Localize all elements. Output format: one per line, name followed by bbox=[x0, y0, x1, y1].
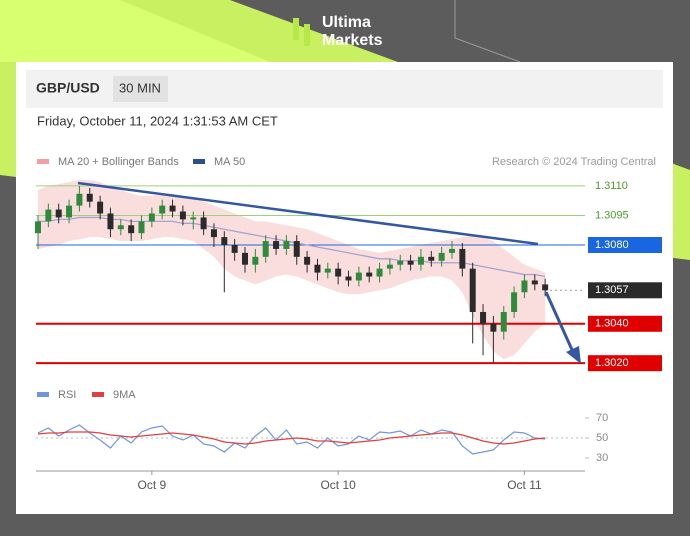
symbol: GBP/USD bbox=[36, 80, 100, 96]
candle-body bbox=[314, 264, 321, 273]
candle-body bbox=[66, 205, 73, 218]
series-line bbox=[37, 431, 546, 445]
candle-body bbox=[107, 213, 114, 230]
x-tick-label: Oct 10 bbox=[320, 478, 356, 492]
timestamp: Friday, October 11, 2024 1:31:53 AM CET bbox=[37, 113, 278, 128]
candle-body bbox=[252, 256, 259, 265]
y-tick-label: 50 bbox=[596, 432, 608, 444]
arrow-shaft bbox=[544, 291, 575, 353]
trendline bbox=[77, 181, 539, 246]
candle-body bbox=[262, 241, 269, 257]
candle-body bbox=[500, 311, 507, 332]
level-label: 1.3080 bbox=[595, 239, 629, 251]
candle-body bbox=[159, 205, 166, 214]
candle-body bbox=[438, 252, 445, 261]
candle-body bbox=[304, 256, 311, 265]
candle-body bbox=[169, 205, 176, 212]
candle-body bbox=[293, 241, 300, 257]
bollinger-band bbox=[38, 180, 546, 360]
y-tick-label: 30 bbox=[596, 452, 608, 464]
legend-label: RSI bbox=[58, 389, 76, 401]
candle-body bbox=[76, 193, 83, 206]
level-box bbox=[588, 237, 662, 253]
candle-body bbox=[417, 256, 424, 265]
candle-body bbox=[480, 311, 487, 324]
legend-swatch bbox=[92, 392, 104, 397]
candle-body bbox=[542, 284, 549, 291]
candle-body bbox=[511, 292, 518, 312]
level-box bbox=[588, 315, 662, 332]
level-box bbox=[588, 282, 662, 299]
logo-mark bbox=[293, 18, 299, 40]
candle-body bbox=[138, 221, 145, 234]
legend-swatch bbox=[37, 392, 49, 397]
level-label: 1.3057 bbox=[595, 284, 629, 296]
lime-corner bbox=[0, 0, 270, 62]
candle-body bbox=[148, 213, 155, 222]
candle-body bbox=[469, 268, 476, 312]
candle-body bbox=[490, 323, 497, 332]
candle-body bbox=[45, 209, 52, 222]
interval: 30 MIN bbox=[119, 80, 161, 95]
level-label: 1.3020 bbox=[595, 357, 629, 369]
candle-body bbox=[335, 268, 342, 277]
candle-body bbox=[428, 256, 435, 261]
candle-body bbox=[407, 260, 414, 265]
level-label: 1.3095 bbox=[595, 209, 629, 221]
y-tick-label: 70 bbox=[596, 412, 608, 424]
candle-body bbox=[386, 264, 393, 269]
candle-body bbox=[324, 268, 331, 273]
series-line bbox=[37, 424, 546, 455]
x-tick-label: Oct 11 bbox=[507, 478, 542, 492]
candle-body bbox=[221, 237, 228, 245]
candle-body bbox=[128, 225, 135, 234]
candle-body bbox=[366, 272, 373, 277]
legend-swatch bbox=[37, 159, 49, 164]
brand: Ultima bbox=[322, 14, 371, 31]
candle-body bbox=[86, 193, 93, 202]
candle-body bbox=[449, 248, 455, 253]
interval-box bbox=[113, 76, 168, 102]
candle-body bbox=[273, 241, 280, 249]
level-label: 1.3110 bbox=[595, 180, 628, 192]
candle-body bbox=[190, 217, 197, 220]
candle-body bbox=[397, 260, 404, 265]
candle-body bbox=[521, 280, 528, 293]
x-tick-label: Oct 9 bbox=[138, 478, 167, 492]
candle-body bbox=[345, 276, 352, 281]
level-label: 1.3040 bbox=[595, 318, 629, 330]
legend-label: MA 20 + Bollinger Bands bbox=[58, 156, 179, 168]
candle-body bbox=[242, 252, 248, 265]
candle-body bbox=[35, 221, 41, 234]
logo-mark bbox=[304, 24, 310, 46]
legend-swatch bbox=[193, 159, 205, 164]
candle-body bbox=[231, 245, 238, 253]
deco-line bbox=[454, 0, 521, 63]
candle-body bbox=[531, 280, 538, 285]
candle-body bbox=[459, 248, 466, 269]
candle-body bbox=[200, 217, 207, 230]
candle-body bbox=[376, 268, 383, 277]
source: Research © 2024 Trading Central bbox=[492, 156, 656, 168]
legend-label: 9MA bbox=[113, 389, 136, 401]
legend-label: MA 50 bbox=[214, 156, 245, 168]
candle-body bbox=[355, 272, 362, 281]
candle-body bbox=[210, 229, 217, 238]
candle-body bbox=[283, 241, 290, 249]
brand: Markets bbox=[322, 32, 383, 49]
arrow-head bbox=[566, 346, 581, 364]
candle-body bbox=[97, 201, 104, 214]
candle-body bbox=[55, 209, 62, 218]
level-box bbox=[588, 355, 662, 372]
candle-body bbox=[117, 225, 124, 230]
candle-body bbox=[179, 211, 186, 220]
